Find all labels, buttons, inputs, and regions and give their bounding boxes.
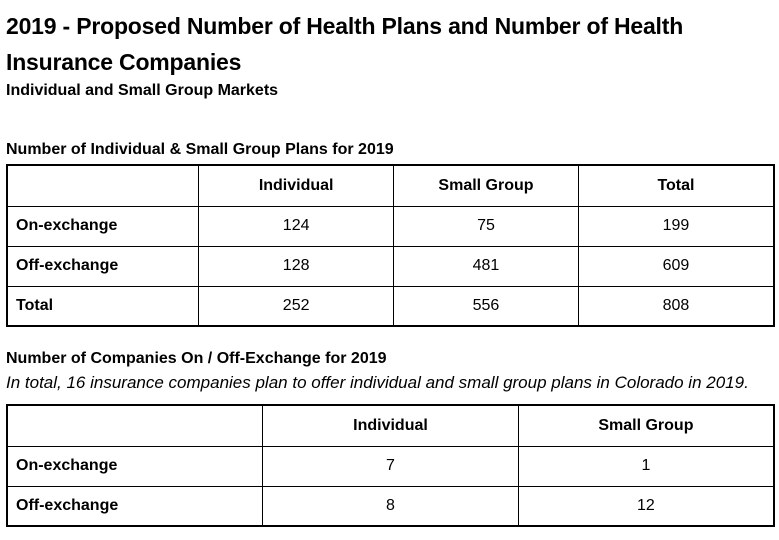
row-label-total: Total bbox=[6, 285, 200, 327]
header-cell-blank bbox=[6, 164, 200, 207]
table-header-row: Individual Small Group bbox=[6, 404, 775, 447]
table-cell: 199 bbox=[577, 205, 775, 247]
table-cell: 1 bbox=[517, 445, 775, 487]
table-cell: 252 bbox=[198, 285, 395, 327]
header-cell-individual: Individual bbox=[262, 404, 519, 447]
header-cell-individual: Individual bbox=[198, 164, 395, 207]
companies-section-heading: Number of Companies On / Off-Exchange fo… bbox=[6, 350, 387, 367]
row-label-on-exchange: On-exchange bbox=[6, 445, 264, 487]
table-cell: 481 bbox=[393, 245, 579, 287]
header-cell-small-group: Small Group bbox=[393, 164, 579, 207]
table-row: On-exchange 124 75 199 bbox=[6, 205, 775, 247]
page-subtitle: Individual and Small Group Markets bbox=[6, 82, 279, 99]
table-cell: 128 bbox=[198, 245, 395, 287]
table-cell: 556 bbox=[393, 285, 579, 327]
table-row: Off-exchange 128 481 609 bbox=[6, 245, 775, 287]
plans-table: Individual Small Group Total On-exchange… bbox=[6, 164, 775, 327]
table-cell: 8 bbox=[262, 485, 519, 527]
header-cell-total: Total bbox=[577, 164, 775, 207]
table-cell: 808 bbox=[577, 285, 775, 327]
table-row: On-exchange 7 1 bbox=[6, 445, 775, 487]
table-row: Total 252 556 808 bbox=[6, 285, 775, 327]
table-cell: 7 bbox=[262, 445, 519, 487]
companies-note: In total, 16 insurance companies plan to… bbox=[6, 373, 749, 392]
table-cell: 75 bbox=[393, 205, 579, 247]
row-label-off-exchange: Off-exchange bbox=[6, 485, 264, 527]
header-cell-blank bbox=[6, 404, 264, 447]
page-title: 2019 - Proposed Number of Health Plans a… bbox=[6, 13, 684, 75]
header-cell-small-group: Small Group bbox=[517, 404, 775, 447]
table-row: Off-exchange 8 12 bbox=[6, 485, 775, 527]
table-cell: 609 bbox=[577, 245, 775, 287]
table-header-row: Individual Small Group Total bbox=[6, 164, 775, 207]
companies-table: Individual Small Group On-exchange 7 1 O… bbox=[6, 404, 775, 527]
row-label-off-exchange: Off-exchange bbox=[6, 245, 200, 287]
row-label-on-exchange: On-exchange bbox=[6, 205, 200, 247]
plans-section-heading: Number of Individual & Small Group Plans… bbox=[6, 141, 394, 158]
table-cell: 124 bbox=[198, 205, 395, 247]
table-cell: 12 bbox=[517, 485, 775, 527]
